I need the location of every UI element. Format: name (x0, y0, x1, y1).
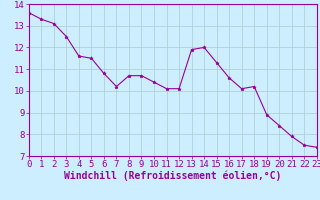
X-axis label: Windchill (Refroidissement éolien,°C): Windchill (Refroidissement éolien,°C) (64, 171, 282, 181)
